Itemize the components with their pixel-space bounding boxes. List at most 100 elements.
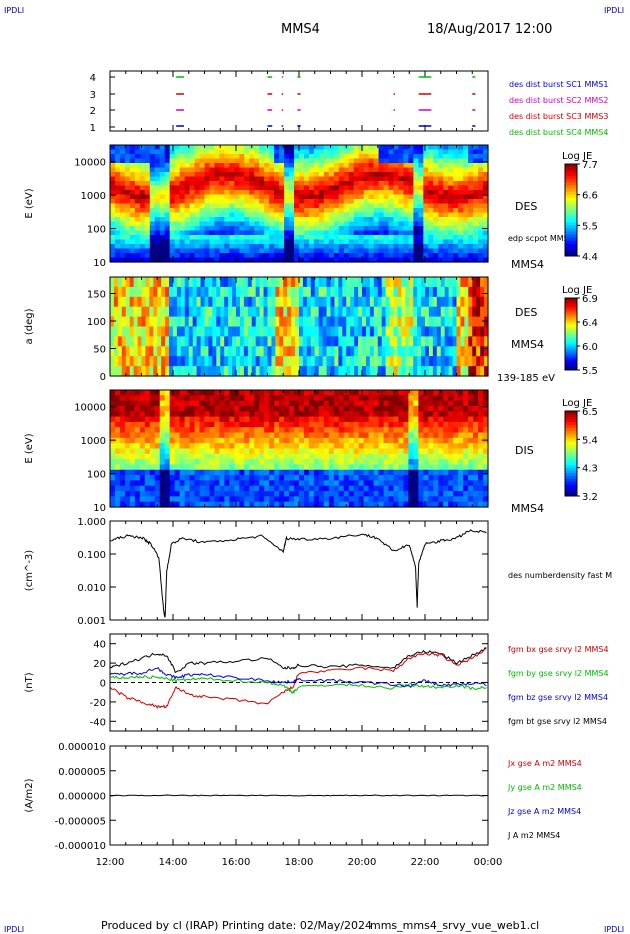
spectrogram-cell [302, 286, 308, 298]
spectrogram-cell [254, 190, 260, 196]
spectrogram-cell [397, 306, 402, 318]
spectrogram-cell [438, 172, 444, 178]
spectrogram-cell [343, 172, 350, 178]
spectrogram-cell [174, 203, 181, 209]
spectrogram-cell [189, 149, 196, 155]
spectrogram-cell [418, 448, 424, 455]
spectrogram-cell [219, 149, 225, 155]
spectrogram-cell [269, 244, 275, 250]
spectrogram-cell [389, 306, 395, 318]
spectrogram-cell [174, 432, 181, 439]
spectrogram-cell [373, 400, 380, 407]
spectrogram-cell [294, 459, 300, 466]
spectrogram-cell [145, 286, 150, 298]
spectrogram-cell [403, 405, 410, 412]
spectrogram-cell [169, 203, 176, 209]
spectrogram-cell [443, 390, 449, 396]
spectrogram-cell [358, 496, 365, 503]
spectrogram-cell [383, 185, 390, 191]
spectrogram-cell [452, 277, 458, 288]
spectrogram-cell [363, 226, 370, 232]
spectrogram-cell [137, 346, 143, 357]
spectrogram-cell [381, 346, 387, 357]
spectrogram-cell [199, 185, 206, 191]
spectrogram-cell [448, 346, 454, 357]
spectrogram-cell [224, 366, 229, 377]
spectrogram-cell [291, 336, 296, 347]
spectrogram-cell [362, 306, 367, 318]
spectrogram-cell [388, 448, 395, 455]
spectrogram-cell [418, 453, 424, 460]
spectrogram-cell [438, 485, 444, 492]
spectrogram-cell [249, 235, 255, 241]
spectrogram-cell [141, 356, 147, 367]
spectrogram-cell [299, 167, 305, 173]
spectrogram-cell [264, 480, 270, 487]
spectrogram-cell [289, 248, 295, 254]
spectrogram-cell [398, 176, 405, 182]
spectrogram-cell [333, 416, 340, 423]
spectrogram-cell [153, 316, 158, 328]
spectrogram-cell [174, 416, 181, 423]
spectrogram-cell [308, 149, 315, 155]
spectrogram-cell [192, 346, 198, 357]
spectrogram-cell [413, 286, 418, 298]
spectrogram-cell [294, 496, 300, 503]
spectrogram-cell [389, 286, 395, 298]
spectrogram-cell [363, 208, 370, 214]
spectrogram-cell [417, 366, 422, 377]
colorbar-cell [565, 416, 577, 420]
spectrogram-cell [134, 230, 141, 236]
spectrogram-cell [119, 181, 126, 187]
spectrogram-cell [149, 480, 156, 487]
spectrogram-cell [354, 326, 359, 337]
spectrogram-cell [196, 326, 202, 337]
spectrogram-cell [433, 230, 439, 236]
spectrogram-cell [333, 248, 340, 254]
spectrogram-cell [239, 149, 245, 155]
spectrogram-cell [418, 437, 424, 444]
spectrogram-cell [139, 181, 146, 187]
spectrogram-cell [338, 336, 343, 347]
spectrogram-cell [303, 248, 310, 254]
spectrogram-cell [164, 416, 171, 423]
spectrogram-cell [338, 453, 345, 460]
spectrogram-cell [239, 395, 245, 402]
spectrogram-cell [119, 244, 126, 250]
spectrogram-cell [483, 190, 489, 196]
spectrogram-cell [310, 356, 316, 367]
spectrogram-cell [119, 485, 126, 492]
spectrogram-cell [164, 181, 171, 187]
spectrogram-cell [125, 286, 131, 298]
spectrogram-cell [393, 496, 400, 503]
spectrogram-cell [149, 221, 156, 227]
spectrogram-cell [119, 185, 126, 191]
spectrogram-cell [114, 248, 121, 254]
spectrogram-cell [343, 469, 350, 476]
spectrogram-cell [373, 286, 379, 298]
spectrogram-cell [313, 443, 320, 450]
spectrogram-cell [397, 346, 402, 357]
spectrogram-cell [473, 411, 479, 418]
spectrogram-cell [144, 181, 151, 187]
spectrogram-cell [283, 326, 288, 337]
spectrogram-cell [209, 172, 216, 178]
spectrogram-cell [119, 459, 126, 466]
spectrogram-cell [184, 185, 191, 191]
spectrogram-cell [383, 491, 390, 497]
spectrogram-cell [328, 485, 335, 492]
spectrogram-cell [308, 469, 315, 476]
spectrogram-cell [169, 212, 176, 218]
spectrogram-cell [244, 443, 250, 450]
spectrogram-cell [125, 277, 131, 288]
spectrogram-cell [139, 501, 146, 508]
spectrogram-cell [184, 248, 191, 254]
spectrogram-cell [119, 226, 126, 232]
colorbar-cell [565, 350, 577, 354]
spectrogram-cell [124, 448, 131, 455]
spectrogram-cell [249, 212, 255, 218]
spectrogram-cell [134, 421, 141, 428]
spectrogram-cell [418, 421, 424, 428]
spectrogram-cell [373, 390, 380, 396]
spectrogram-cell [343, 185, 350, 191]
